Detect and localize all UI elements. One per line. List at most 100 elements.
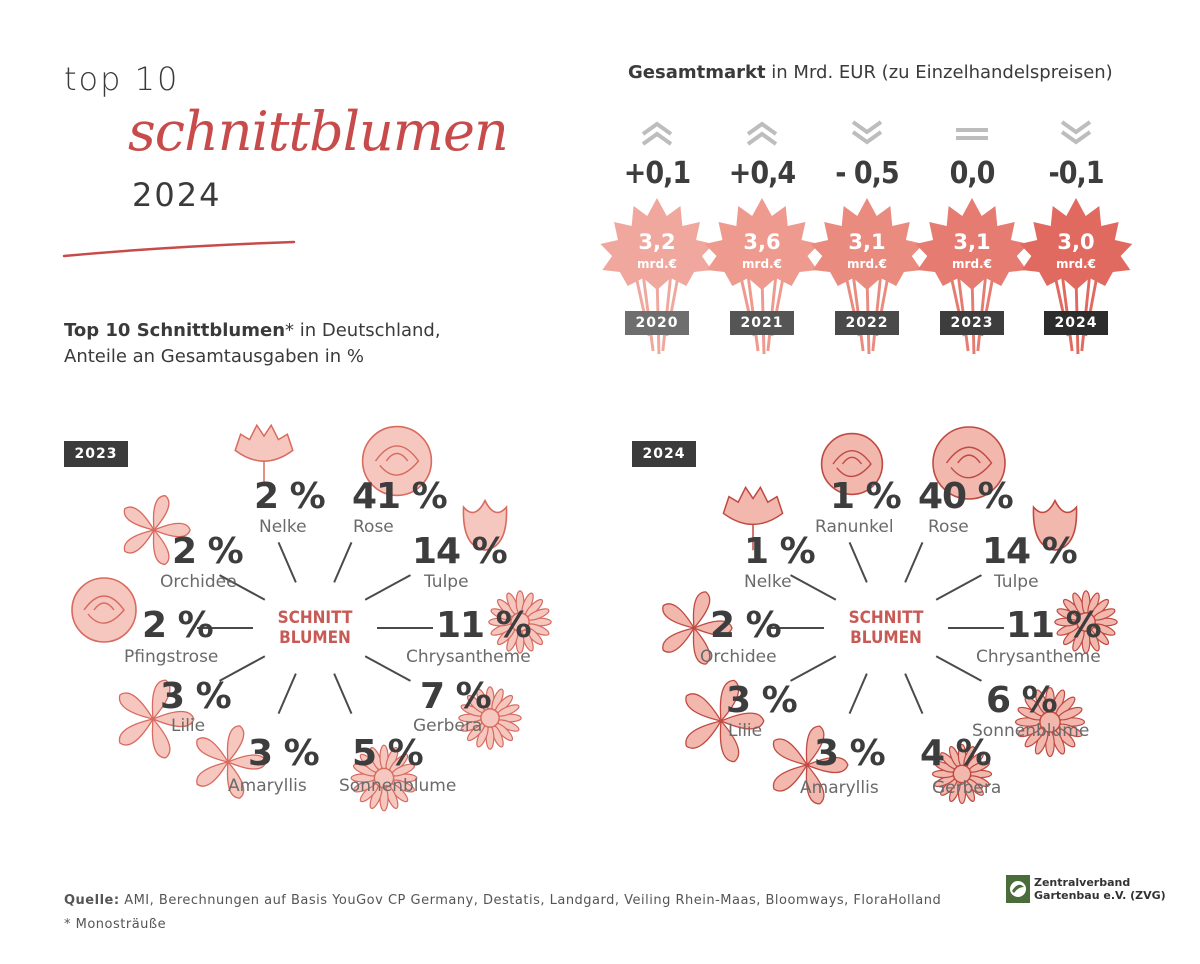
share-center-line-0: SCHNITT xyxy=(848,608,924,628)
share-center-label-2024: SCHNITT BLUMEN xyxy=(836,608,936,648)
market-year-2021: 2021 xyxy=(730,311,794,335)
source-line: Quelle: AMI, Berechnungen auf Basis YouG… xyxy=(64,893,941,908)
market-value-2024: 3,0 xyxy=(1057,230,1095,254)
share-label-sonnenblume: Sonnenblume xyxy=(972,721,1090,741)
market-change-2021: +0,4 xyxy=(728,156,796,191)
year-tag-2024: 2024 xyxy=(632,441,696,467)
flower-sonnenblume-icon xyxy=(350,744,418,812)
share-label-gerbera: Gerbera xyxy=(932,778,1002,798)
market-value-2023: 3,1 xyxy=(953,230,991,254)
share-ray-2 xyxy=(364,574,411,601)
flower-orchidee-icon xyxy=(123,495,191,565)
share-label-rose: Rose xyxy=(353,517,394,537)
share-ray-1 xyxy=(333,542,353,583)
share-ray-6 xyxy=(277,673,297,714)
chevron-up-icon xyxy=(746,121,778,146)
market-value-2021: 3,6 xyxy=(743,230,781,254)
flower-tulpe-icon xyxy=(462,498,508,551)
share-label-pfingstrose: Pfingstrose xyxy=(124,647,219,667)
flower-sonnenblume-icon xyxy=(1014,686,1086,758)
source-text: AMI, Berechnungen auf Basis YouGov CP Ge… xyxy=(119,893,942,908)
equal-icon xyxy=(956,128,988,140)
year-tag-2023: 2023 xyxy=(64,441,128,467)
flower-amaryllis-icon xyxy=(196,725,267,799)
market-title: Gesamtmarkt in Mrd. EUR (zu Einzelhandel… xyxy=(628,62,1113,83)
zvg-line1: Zentralverband xyxy=(1034,876,1131,889)
zvg-line2: Gartenbau e.V. (ZVG) xyxy=(1034,889,1166,902)
share-value-nelke: 2 % xyxy=(254,476,326,517)
share-value-sonnenblume: 6 % xyxy=(986,680,1058,721)
share-ray-2 xyxy=(935,574,982,601)
market-change-2022: - 0,5 xyxy=(835,156,899,191)
share-ray-4 xyxy=(364,655,411,682)
share-label-tulpe: Tulpe xyxy=(424,572,469,592)
share-label-gerbera: Gerbera xyxy=(413,716,483,736)
share-label-chrysantheme: Chrysantheme xyxy=(976,647,1101,667)
flower-orchidee-icon xyxy=(662,591,733,665)
share-label-amaryllis: Amaryllis xyxy=(228,776,307,796)
share-ray-0 xyxy=(277,542,297,583)
share-value-tulpe: 14 % xyxy=(412,531,508,572)
share-value-orchidee: 2 % xyxy=(710,605,782,646)
share-center-line-0: SCHNITT xyxy=(277,608,353,628)
flower-gerbera-icon xyxy=(458,686,522,750)
share-value-pfingstrose: 2 % xyxy=(142,605,214,646)
share-value-lilie: 3 % xyxy=(160,676,232,717)
market-change-2023: 0,0 xyxy=(949,156,996,191)
market-unit-2020: mrd.€ xyxy=(637,257,677,271)
flower-pfingstrose-icon xyxy=(71,577,137,643)
market-unit-2022: mrd.€ xyxy=(847,257,887,271)
market-unit-2021: mrd.€ xyxy=(742,257,782,271)
share-label-lilie: Lilie xyxy=(171,716,206,736)
header-top: top 10 xyxy=(64,60,180,98)
share-value-ranunkel: 1 % xyxy=(830,476,902,517)
market-year-2024: 2024 xyxy=(1044,311,1108,335)
flower-lilie-icon xyxy=(685,679,765,763)
source-label: Quelle: xyxy=(64,893,120,908)
share-value-orchidee: 2 % xyxy=(172,531,244,572)
market-value-2022: 3,1 xyxy=(848,230,886,254)
share-ray-9 xyxy=(219,574,266,601)
subtitle-line2: Anteile an Gesamtausgaben in % xyxy=(64,346,364,367)
share-ray-1 xyxy=(904,542,924,583)
flower-ranunkel-icon xyxy=(820,432,884,496)
market-unit-2024: mrd.€ xyxy=(1056,257,1096,271)
market-title-rest: in Mrd. EUR (zu Einzelhandelspreisen) xyxy=(765,62,1113,83)
market-bar-2020 xyxy=(600,198,714,290)
share-value-sonnenblume: 5 % xyxy=(352,733,424,774)
share-ray-6 xyxy=(848,673,868,714)
flower-rose-icon xyxy=(361,425,433,497)
share-label-chrysantheme: Chrysantheme xyxy=(406,647,531,667)
share-value-amaryllis: 3 % xyxy=(248,733,320,774)
market-change-2024: -0,1 xyxy=(1048,156,1104,191)
share-rays-2024 xyxy=(768,542,1004,714)
share-rays-2023 xyxy=(197,542,433,714)
flower-nelke-icon xyxy=(234,423,294,487)
share-center-label-2023: SCHNITT BLUMEN xyxy=(265,608,365,648)
share-value-tulpe: 14 % xyxy=(982,531,1078,572)
flower-rose-icon xyxy=(932,426,1006,500)
share-value-nelke: 1 % xyxy=(744,531,816,572)
share-center-line-1: BLUMEN xyxy=(850,628,922,648)
share-ray-9 xyxy=(790,574,837,601)
flower-chrysantheme-icon xyxy=(488,590,552,654)
subtitle-rest: * in Deutschland, xyxy=(285,320,441,341)
market-unit-2023: mrd.€ xyxy=(952,257,992,271)
share-ray-4 xyxy=(935,655,982,682)
flower-tulpe-icon xyxy=(1032,498,1078,551)
header-year: 2024 xyxy=(132,176,222,214)
market-bar-2021 xyxy=(704,198,820,290)
share-ray-5 xyxy=(904,673,924,714)
share-ray-0 xyxy=(848,542,868,583)
market-bar-2022 xyxy=(810,198,924,290)
footnote: * Monosträuße xyxy=(64,917,167,932)
share-label-orchidee: Orchidee xyxy=(160,572,237,592)
market-bar-2023 xyxy=(915,198,1029,290)
share-value-gerbera: 7 % xyxy=(420,676,492,717)
flower-chrysantheme-icon xyxy=(1054,590,1118,654)
share-value-amaryllis: 3 % xyxy=(814,733,886,774)
flower-gerbera-icon xyxy=(931,743,993,805)
share-label-sonnenblume: Sonnenblume xyxy=(339,776,457,796)
share-label-tulpe: Tulpe xyxy=(994,572,1039,592)
market-value-2020: 3,2 xyxy=(638,230,676,254)
